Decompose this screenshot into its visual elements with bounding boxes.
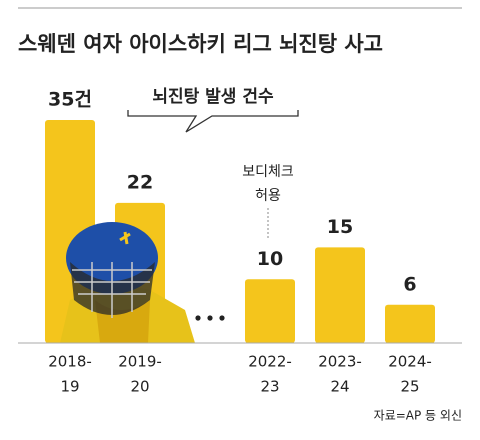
- x-tick-label: 24: [330, 378, 349, 396]
- annotation: 보디체크: [242, 164, 294, 180]
- chart-title: 스웨덴 여자 아이스하키 리그 뇌진탕 사고: [18, 32, 383, 56]
- x-tick-label: 25: [400, 378, 419, 396]
- ellipsis: [195, 315, 225, 321]
- x-tick-label: 2024-: [388, 353, 432, 371]
- x-tick-label: 2018-: [48, 353, 92, 371]
- value-label: 15: [327, 216, 353, 238]
- x-tick-label: 23: [260, 378, 279, 396]
- x-tick-label: 2019-: [118, 353, 162, 371]
- value-label: 10: [257, 248, 283, 270]
- bar: [385, 304, 435, 343]
- value-label: 6: [403, 273, 416, 295]
- x-tick-label: 2023-: [318, 353, 362, 371]
- x-tick-label: 2022-: [248, 353, 292, 371]
- bar: [315, 247, 365, 343]
- bar: [245, 279, 295, 343]
- annotation: 허용: [255, 188, 281, 204]
- value-label: 35건: [48, 89, 92, 111]
- source: 자료=AP 등 외신: [374, 409, 462, 423]
- x-tick-label: 19: [60, 378, 79, 396]
- callout: [127, 110, 299, 133]
- value-label: 22: [127, 171, 153, 193]
- callout-text: 뇌진탕 발생 건수: [152, 87, 274, 107]
- player-illustration: [60, 222, 195, 343]
- x-tick-label: 20: [130, 378, 149, 396]
